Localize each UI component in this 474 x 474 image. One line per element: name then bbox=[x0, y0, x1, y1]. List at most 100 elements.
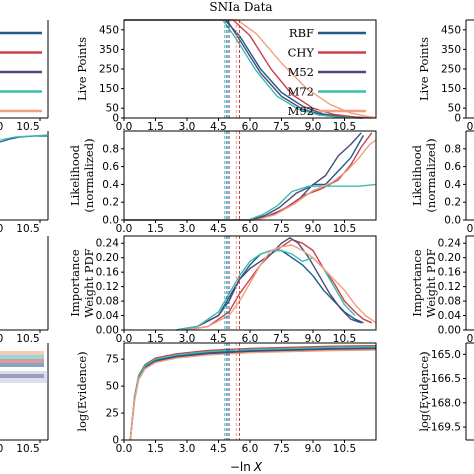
x-tick-label: 3.0 bbox=[179, 333, 196, 345]
x-tick-label: 6.0 bbox=[242, 443, 259, 455]
x-tick-label: 4.5 bbox=[210, 223, 227, 235]
legend-label-m72: M72 bbox=[288, 85, 314, 99]
x-tick-label: 7.5 bbox=[273, 443, 290, 455]
series-line-m92 bbox=[129, 349, 377, 441]
y-tick-label: 0 bbox=[112, 113, 119, 125]
y-axis-label: log(Evidence) bbox=[75, 351, 89, 431]
right-y-tick-label: 0.24 bbox=[438, 238, 462, 250]
y-tick-label: 0.08 bbox=[96, 296, 119, 308]
right-x-tick-label: 0 bbox=[467, 121, 474, 133]
left-evidence-band bbox=[0, 355, 44, 359]
legend-label-rbf: RBF bbox=[289, 26, 314, 40]
right-y-axis-label: Live Points bbox=[417, 37, 431, 101]
y-axis-label: Likelihood bbox=[68, 144, 82, 206]
center-panels: 0.0 1.5 3.0 4.5 6.0 7.5 9.0 10.5050150250350450… bbox=[68, 19, 377, 455]
left-evidence-band bbox=[0, 359, 44, 363]
y-tick-label: 0.20 bbox=[96, 252, 119, 264]
y-axis-label: Live Points bbox=[75, 37, 89, 101]
x-tick-label: 7.5 bbox=[273, 223, 290, 235]
x-tick-label: 0.0 bbox=[116, 223, 133, 235]
series-line-chy bbox=[124, 19, 372, 119]
right-y-tick-label: -168.0 bbox=[427, 397, 461, 409]
y-tick-label: 50 bbox=[106, 103, 119, 115]
left-evidence-band bbox=[0, 363, 44, 367]
x-tick-label: 4.5 bbox=[210, 121, 227, 133]
x-tick-label: 6.0 bbox=[242, 121, 259, 133]
y-tick-label: 0.4 bbox=[102, 179, 119, 191]
series-line-m72 bbox=[124, 183, 377, 221]
series-line-m52 bbox=[176, 237, 362, 331]
x-tick-label: 1.5 bbox=[147, 121, 164, 133]
right-y-tick-label: 250 bbox=[441, 64, 461, 76]
x-tick-label: 3.0 bbox=[179, 443, 196, 455]
series-line-m92 bbox=[186, 244, 377, 331]
plot-area bbox=[124, 131, 376, 220]
y-tick-label: 0.16 bbox=[96, 267, 120, 279]
right-y-tick-label: 50 bbox=[448, 103, 461, 115]
figure-title: SNIa Data bbox=[209, 0, 272, 14]
panel-log_evidence: 0.0 1.5 3.0 4.5 6.0 7.5 9.0 10.5 0 25 50 75 log(Evid… bbox=[75, 342, 377, 455]
x-tick-label: 1.5 bbox=[147, 223, 164, 235]
x-tick-label: 0.0 bbox=[116, 333, 133, 345]
y-tick-label: 0.24 bbox=[96, 238, 120, 250]
x-tick-label: 0.0 bbox=[116, 121, 133, 133]
x-tick-label: 3.0 bbox=[179, 223, 196, 235]
left-x-tick-label: 0 bbox=[0, 223, 3, 235]
y-axis-label: Importance bbox=[68, 249, 82, 317]
x-tick-label: 10.5 bbox=[333, 443, 356, 455]
x-tick-label: 3.0 bbox=[179, 121, 196, 133]
x-tick-label: 1.5 bbox=[147, 333, 164, 345]
plot-area bbox=[124, 20, 376, 118]
x-tick-label: 4.5 bbox=[210, 443, 227, 455]
series-line-m52 bbox=[124, 132, 362, 221]
series-line-m72 bbox=[176, 249, 356, 331]
right-y-tick-label: 0.00 bbox=[438, 325, 461, 337]
left-evidence-band bbox=[0, 374, 44, 378]
right-y-tick-label: 0 bbox=[454, 113, 461, 125]
series-line-m92 bbox=[124, 139, 377, 221]
legend-label-chy: CHY bbox=[288, 46, 315, 60]
x-tick-label: 4.5 bbox=[210, 333, 227, 345]
right-x-tick-label: 0 bbox=[467, 333, 474, 345]
y-tick-label: 0.04 bbox=[96, 310, 120, 322]
right-y-axis-label: Likelihood bbox=[410, 144, 424, 206]
x-tick-label: 1.5 bbox=[147, 443, 164, 455]
y-tick-label: 0.6 bbox=[102, 161, 119, 173]
panel-importance_weight: 0.0 1.5 3.0 4.5 6.0 7.5 9.0 10.5 0.00 0.04 0.08 0.1… bbox=[68, 235, 377, 345]
right-x-tick-label: 0 bbox=[467, 223, 474, 235]
x-axis-label-prefix: −ln bbox=[230, 460, 251, 474]
x-axis-label: −ln X bbox=[230, 460, 263, 474]
y-tick-label: 350 bbox=[99, 44, 119, 56]
right-y-tick-label: -165.0 bbox=[427, 349, 461, 361]
x-tick-label: 6.0 bbox=[242, 223, 259, 235]
right-y-tick-label: 0.12 bbox=[438, 281, 461, 293]
right-y-tick-label: 0.8 bbox=[444, 143, 461, 155]
left-x-tick-label: 0 bbox=[0, 443, 3, 455]
left-series-line bbox=[0, 134, 49, 141]
right-y-tick-label: 350 bbox=[441, 44, 461, 56]
left-panel-fragments: 0 10.5 0 10.5 0 10.5 0 10.5 bbox=[0, 20, 49, 455]
right-y-tick-label: 0.08 bbox=[438, 296, 461, 308]
panel-likelihood: 0.0 1.5 3.0 4.5 6.0 7.5 9.0 10.5 0.0 0.2 0.4 0.6 0.8… bbox=[68, 130, 377, 235]
x-tick-label: 9.0 bbox=[305, 121, 322, 133]
legend-label-m52: M52 bbox=[288, 65, 314, 79]
left-evidence-band bbox=[0, 351, 44, 355]
right-y-axis-label: Importance bbox=[410, 249, 424, 317]
right-y-axis-label: Weight PDF bbox=[424, 248, 438, 317]
left-x-tick-label: 0 bbox=[0, 121, 3, 133]
left-evidence-shade bbox=[0, 371, 48, 383]
y-tick-label: 150 bbox=[99, 83, 119, 95]
y-tick-label: 0.12 bbox=[96, 281, 119, 293]
right-y-axis-label: (normalized) bbox=[424, 138, 438, 212]
x-tick-label: 10.5 bbox=[333, 223, 356, 235]
left-x-tick-label: 10.5 bbox=[16, 121, 39, 133]
left-x-tick-label: 0 bbox=[0, 333, 3, 345]
series-line-m92 bbox=[124, 19, 377, 119]
right-y-tick-label: 150 bbox=[441, 83, 461, 95]
panel-live_points: 0.0 1.5 3.0 4.5 6.0 7.5 9.0 10.5 050 150 250 350 450… bbox=[75, 19, 377, 133]
right-y-tick-label: 0.20 bbox=[438, 252, 461, 264]
right-panel-fragments: 4503502501505000.80.60.40.20.00.240.200.… bbox=[410, 19, 474, 441]
right-y-tick-label: 0.2 bbox=[444, 197, 461, 209]
x-tick-label: 10.5 bbox=[333, 121, 356, 133]
left-x-tick-label: 10.5 bbox=[16, 333, 39, 345]
